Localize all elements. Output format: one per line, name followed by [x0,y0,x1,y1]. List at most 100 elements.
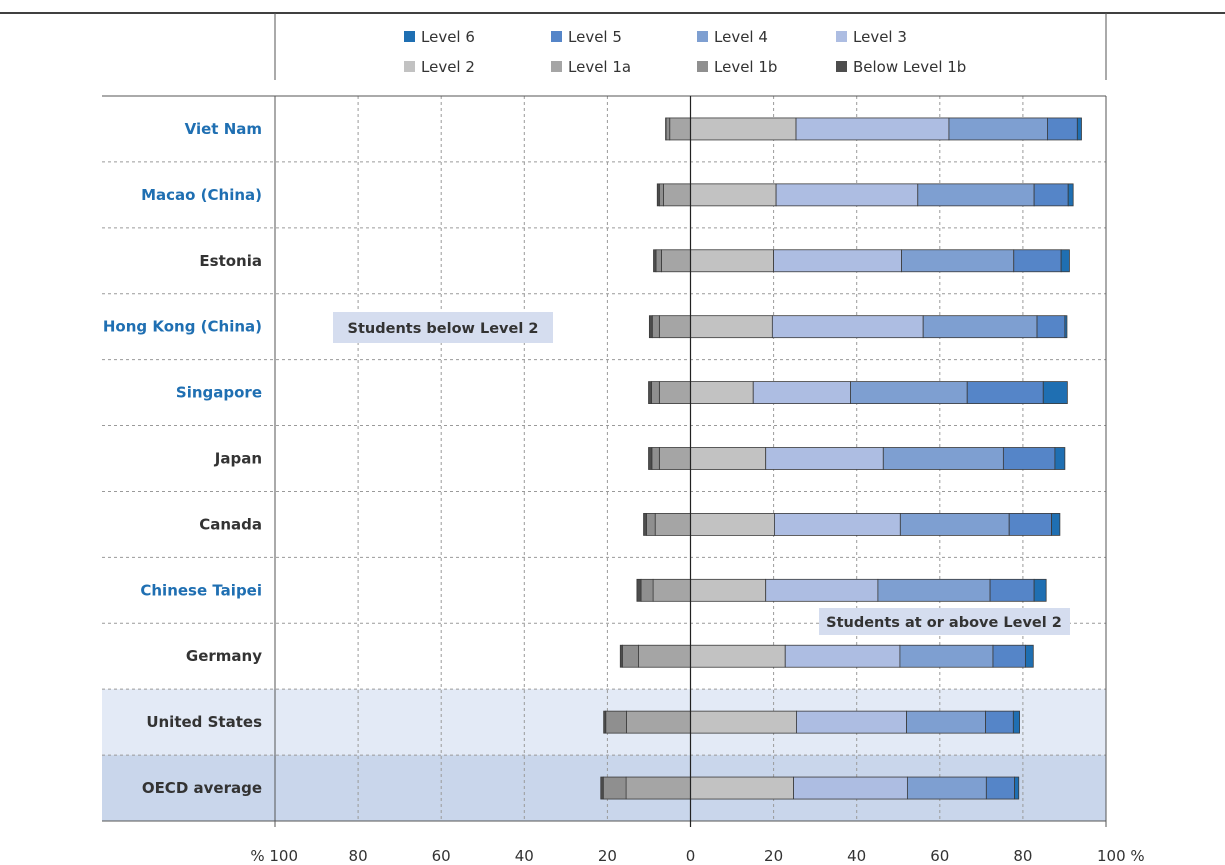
bar-below-level-1b-macao-china [656,183,660,207]
bar-level-4-oecd-average [906,776,987,800]
bar-level-2-canada [690,513,775,536]
country-label-oecd-average: OECD average [142,779,262,797]
x-tick-label: 80 [1013,847,1032,865]
bar-level-2-macao-china [690,183,777,207]
bar-level-1a-singapore [658,381,691,404]
country-label-canada: Canada [199,515,262,533]
x-tick-label: 0 [686,847,696,865]
bar-level-3-canada [774,513,901,536]
bar-level-3-united-states [796,710,907,734]
bar-level-6-macao-china [1067,183,1074,207]
note-above-box [819,608,1070,635]
annotations: Students below Level 2 Students at or ab… [333,312,1070,635]
bar-level-4-germany [899,644,994,668]
legend-swatch-level-4 [697,31,708,42]
x-tick-label: 40 [847,847,866,865]
bar-level-2-chinese-taipei [690,578,767,602]
bar-level-5-estonia [1013,249,1062,273]
x-tick-label: 60 [930,847,949,865]
bar-level-5-canada [1008,513,1052,536]
bar-below-level-1b-hong-kong-china [648,315,653,339]
bar-level-4-canada [899,513,1010,536]
legend-label-level-3: Level 3 [853,28,907,46]
x-axis-ticks: % 100 80 60 40 20 0 20 40 60 80 100 % [250,847,1144,865]
bar-level-6-singapore [1042,381,1068,404]
bar-level-1b-japan [651,447,660,470]
bar-level-5-japan [1002,447,1056,470]
legend: Level 6 Level 5 Level 4 Level 3 Level 2 Level… [404,28,966,76]
bar-below-level-1b-united-states [603,710,607,734]
bar-level-1a-united-states [626,710,691,734]
bar-level-6-oecd-average [1014,776,1020,800]
legend-label-level-1b: Level 1b [714,58,777,76]
legend-label-level-6: Level 6 [421,28,475,46]
bar-level-3-oecd-average [793,776,908,800]
bar-level-5-hong-kong-china [1036,315,1066,339]
bar-below-level-1b-singapore [648,381,652,404]
x-tick-label: 20 [598,847,617,865]
bar-level-5-singapore [966,381,1044,404]
country-label-singapore: Singapore [176,384,262,402]
bar-level-1b-singapore [651,381,660,404]
legend-swatch-level-6 [404,31,415,42]
bar-level-3-japan [765,447,884,470]
country-label-chinese-taipei: Chinese Taipei [140,581,262,599]
legend-label-level-5: Level 5 [568,28,622,46]
country-label-macao-china: Macao (China) [141,186,262,204]
bar-level-6-germany [1024,644,1034,668]
bar-below-level-1b-japan [648,447,653,470]
frame [0,12,1225,827]
bar-level-4-hong-kong-china [922,315,1038,339]
x-tick-label: 100 % [1097,847,1145,865]
bar-level-2-united-states [690,710,797,734]
legend-swatch-level-3 [836,31,847,42]
bar-level-3-chinese-taipei [765,578,879,602]
bar-level-4-chinese-taipei [877,578,991,602]
bar-level-1b-estonia [655,249,662,273]
bar-level-5-oecd-average [985,776,1015,800]
bar-level-4-viet-nam [948,117,1048,141]
bar-level-6-hong-kong-china [1064,315,1068,339]
bar-level-4-japan [882,447,1004,470]
bar-level-1a-chinese-taipei [652,578,691,602]
legend-label-level-2: Level 2 [421,58,475,76]
bar-level-1a-canada [654,513,691,536]
bar-level-1b-hong-kong-china [651,315,660,339]
legend-label-level-1a: Level 1a [568,58,631,76]
bar-level-2-estonia [690,249,774,273]
bar-level-1a-estonia [661,249,691,273]
bar-level-3-germany [784,644,901,668]
country-labels: Viet Nam Macao (China) Estonia Hong Kong (C… [103,120,262,797]
bar-level-2-japan [690,447,767,470]
bar-level-3-singapore [752,381,851,404]
legend-swatch-level-1a [551,61,562,72]
x-tick-label: % 100 [250,847,298,865]
legend-label-below-level-1b: Below Level 1b [853,58,966,76]
legend-swatch-level-1b [697,61,708,72]
bar-level-3-estonia [773,249,902,273]
x-tick-label: 20 [764,847,783,865]
bar-below-level-1b-chinese-taipei [636,578,642,602]
bar-level-4-macao-china [917,183,1035,207]
x-tick-label: 40 [515,847,534,865]
bar-level-1a-hong-kong-china [658,315,691,339]
bar-below-level-1b-germany [619,644,623,668]
bar-below-level-1b-canada [643,513,647,536]
bar-level-6-canada [1051,513,1061,536]
bar-level-1b-viet-nam [665,117,671,141]
bar-level-4-estonia [901,249,1015,273]
bar-level-1b-united-states [605,710,627,734]
bar-level-1a-macao-china [663,183,691,207]
bar-level-1a-germany [638,644,691,668]
bar-level-6-united-states [1012,710,1020,734]
bar-level-5-chinese-taipei [989,578,1035,602]
bar-level-2-singapore [690,381,754,404]
legend-label-level-4: Level 4 [714,28,768,46]
bar-level-5-united-states [985,710,1014,734]
legend-swatch-level-2 [404,61,415,72]
bar-level-1b-macao-china [658,183,664,207]
legend-swatch-level-5 [551,31,562,42]
bar-level-6-viet-nam [1076,117,1082,141]
bar-level-1a-oecd-average [625,776,691,800]
country-label-japan: Japan [214,450,262,468]
